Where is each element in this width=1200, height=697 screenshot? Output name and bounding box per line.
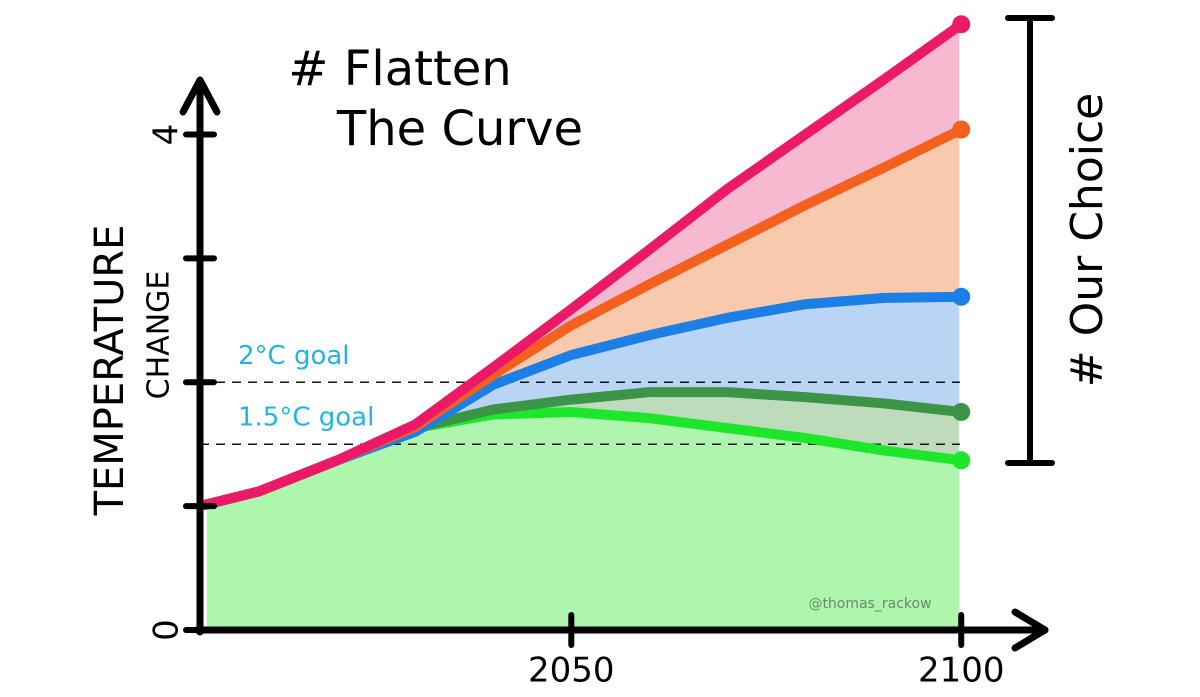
chart-title: The Curve [336,101,583,157]
credit: @thomas_rackow [808,596,931,612]
reference-label: 2°C goal [238,341,350,371]
end-point [952,120,971,139]
chart-title: # Flatten [288,41,511,97]
end-point [952,15,971,34]
y-tick-label: 4 [147,124,187,146]
series-line [199,19,967,510]
end-point [952,451,971,470]
x-tick-label: 2050 [528,651,615,691]
reference-lines: 2°C goal 1.5°C goal [200,341,960,445]
choice-bracket [1005,15,1055,466]
end-point [952,402,971,421]
end-point [952,287,971,306]
side-label: # Our Choice [1062,93,1113,387]
y-axis-label: CHANGE [142,271,177,400]
y-tick-label: 0 [147,619,187,641]
x-tick-label: 2100 [918,651,1005,691]
y-axis-arrow [179,76,221,116]
lines [199,15,971,510]
x-axis-arrow [1011,608,1049,652]
reference-label: 1.5°C goal [238,403,374,433]
y-axis-label: TEMPERATURE [87,225,133,517]
